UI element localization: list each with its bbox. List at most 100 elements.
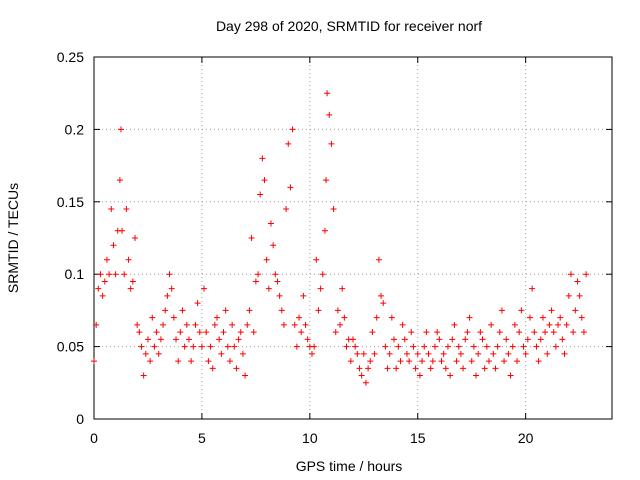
data-point	[300, 292, 307, 299]
data-point	[313, 256, 320, 263]
data-point	[574, 278, 581, 285]
data-point	[514, 358, 521, 365]
x-tick-label: 10	[302, 430, 318, 446]
data-point	[317, 285, 324, 292]
data-point	[134, 321, 141, 328]
data-point	[347, 358, 354, 365]
data-point	[190, 343, 197, 350]
data-point	[291, 321, 298, 328]
data-point	[328, 140, 335, 147]
data-point	[475, 350, 482, 357]
data-point	[358, 372, 365, 379]
data-point	[501, 358, 508, 365]
data-point	[559, 336, 566, 343]
data-point	[280, 321, 287, 328]
data-point	[509, 343, 516, 350]
data-point	[293, 343, 300, 350]
data-point	[576, 292, 583, 299]
data-point	[406, 358, 413, 365]
data-point	[352, 343, 359, 350]
data-point	[350, 336, 356, 343]
data-point	[367, 358, 374, 365]
data-point	[427, 365, 434, 372]
data-point	[244, 321, 251, 328]
data-point	[401, 336, 408, 343]
data-point	[235, 336, 242, 343]
data-point	[511, 321, 518, 328]
data-point	[544, 350, 551, 357]
data-point	[155, 350, 162, 357]
data-point	[162, 307, 169, 314]
y-tick-label: 0	[76, 411, 84, 427]
data-point	[304, 336, 311, 343]
data-points	[91, 90, 590, 386]
data-point	[388, 314, 395, 321]
data-point	[298, 329, 305, 336]
data-point	[283, 206, 290, 213]
data-point	[233, 365, 240, 372]
axis-ticks: 0 0.05 0.1 0.15 0.2 0.25 0 5 10 15 20	[57, 49, 612, 446]
data-point	[473, 372, 480, 379]
data-point	[369, 329, 376, 336]
data-point	[505, 350, 512, 357]
grid-lines	[94, 57, 612, 419]
data-point	[272, 271, 279, 278]
data-point	[520, 343, 527, 350]
data-point	[462, 336, 469, 343]
data-point	[535, 358, 542, 365]
data-point	[460, 365, 467, 372]
data-point	[386, 350, 393, 357]
data-point	[492, 365, 499, 372]
data-point	[112, 271, 119, 278]
data-point	[222, 307, 229, 314]
data-point	[185, 336, 192, 343]
data-point	[494, 343, 501, 350]
data-point	[332, 329, 339, 336]
data-point	[321, 227, 328, 234]
data-point	[397, 358, 404, 365]
data-point	[583, 271, 590, 278]
data-point	[319, 271, 326, 278]
data-point	[211, 321, 218, 328]
data-point	[250, 329, 257, 336]
data-point	[373, 314, 380, 321]
data-point	[434, 329, 441, 336]
data-point	[125, 256, 132, 263]
data-point	[168, 285, 175, 292]
data-point	[496, 329, 503, 336]
data-point	[548, 307, 555, 314]
data-point	[550, 329, 557, 336]
data-point	[365, 365, 372, 372]
data-point	[179, 307, 186, 314]
y-tick-label: 0.25	[57, 49, 84, 65]
data-point	[403, 350, 410, 357]
data-point	[518, 307, 525, 314]
data-point	[522, 350, 529, 357]
data-point	[339, 285, 346, 292]
data-point	[263, 256, 270, 263]
data-point	[572, 307, 579, 314]
data-point	[524, 336, 531, 343]
data-point	[214, 314, 221, 321]
data-point	[464, 329, 471, 336]
data-point	[248, 235, 255, 241]
data-point	[539, 314, 546, 321]
data-point	[136, 329, 143, 336]
data-point	[285, 140, 292, 147]
data-point	[101, 278, 108, 285]
x-axis-label: GPS time / hours	[296, 458, 403, 474]
data-point	[91, 358, 97, 365]
x-tick-label: 0	[90, 430, 98, 446]
data-point	[570, 329, 577, 336]
data-point	[129, 278, 136, 285]
data-point	[170, 314, 177, 321]
data-point	[116, 177, 123, 184]
data-point	[395, 343, 402, 350]
data-point	[410, 343, 417, 350]
data-point	[382, 343, 389, 350]
data-point	[526, 314, 533, 321]
data-point	[218, 350, 225, 357]
x-tick-label: 20	[518, 430, 534, 446]
data-point	[451, 321, 458, 328]
